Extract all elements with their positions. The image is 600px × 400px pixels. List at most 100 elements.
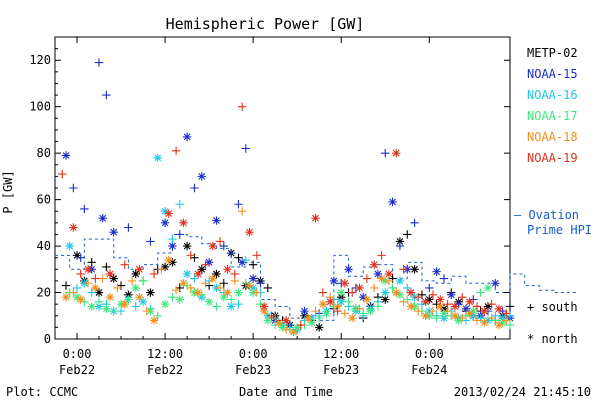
- data-point-south: [241, 144, 251, 153]
- data-point-north: [208, 274, 217, 283]
- data-point-north: [135, 292, 144, 302]
- data-point-south: [69, 288, 78, 297]
- data-point-south: [403, 295, 412, 304]
- data-point-north: [91, 283, 100, 293]
- data-point-north: [245, 281, 254, 290]
- data-point-north: [263, 316, 273, 325]
- y-tick-label: 60: [37, 193, 51, 207]
- data-point-north: [182, 269, 192, 279]
- data-point-north: [105, 292, 115, 302]
- data-point-north: [395, 237, 405, 246]
- y-axis-label: P [GW]: [1, 170, 15, 213]
- data-point-north: [248, 283, 258, 293]
- data-point-north: [153, 153, 162, 162]
- data-point-south: [491, 316, 500, 325]
- data-point-south: [215, 237, 225, 246]
- data-point-south: [219, 241, 228, 251]
- data-point-south: [109, 306, 118, 316]
- data-point-south: [168, 234, 177, 244]
- series-noaa-18: [61, 207, 511, 337]
- data-point-south: [414, 292, 423, 302]
- data-point-north: [87, 302, 96, 311]
- footer-timestamp: 2013/02/24 21:45:10: [454, 385, 591, 399]
- data-point-south: [296, 320, 306, 330]
- x-tick-label-date: Feb22: [59, 363, 95, 377]
- series-noaa-15: [61, 58, 515, 330]
- data-point-north: [182, 132, 192, 142]
- data-point-north: [259, 306, 269, 316]
- data-point-north: [223, 288, 232, 297]
- data-point-north: [94, 288, 104, 297]
- data-point-south: [98, 274, 107, 283]
- y-tick-label: 40: [37, 239, 51, 253]
- data-point-south: [94, 297, 104, 307]
- data-point-north: [436, 302, 445, 311]
- legend-entry-noaa-16: NOAA-16: [527, 88, 578, 102]
- data-point-south: [505, 320, 515, 330]
- data-point-north: [72, 292, 82, 302]
- series-noaa-16: [65, 153, 515, 334]
- data-point-south: [241, 255, 251, 265]
- data-point-north: [395, 276, 405, 286]
- data-point-south: [237, 102, 247, 111]
- x-tick-label-time: 12:00: [147, 347, 183, 361]
- data-point-north: [212, 269, 221, 279]
- data-point-north: [160, 218, 170, 228]
- y-tick-label: 20: [37, 286, 51, 300]
- data-point-north: [289, 327, 298, 337]
- data-point-south: [505, 302, 515, 311]
- data-point-south: [263, 283, 273, 293]
- data-point-north: [303, 313, 313, 323]
- data-point-south: [370, 283, 379, 293]
- data-point-north: [307, 318, 317, 327]
- data-point-south: [234, 299, 243, 309]
- data-point-south: [201, 279, 210, 288]
- data-point-north: [447, 290, 456, 300]
- data-point-south: [175, 200, 184, 209]
- data-point-north: [105, 269, 115, 279]
- data-point-north: [300, 306, 309, 316]
- data-point-north: [94, 302, 104, 311]
- data-point-north: [439, 313, 449, 323]
- data-point-north: [381, 288, 390, 297]
- data-point-north: [65, 241, 74, 251]
- data-point-south: [417, 290, 427, 300]
- data-point-north: [248, 274, 258, 283]
- data-point-south: [157, 265, 166, 274]
- data-point-south: [171, 286, 181, 295]
- data-point-north: [109, 274, 118, 283]
- data-point-south: [476, 313, 485, 323]
- data-point-north: [406, 288, 416, 297]
- data-point-south: [113, 283, 122, 293]
- data-point-north: [421, 297, 430, 307]
- data-point-north: [359, 292, 368, 302]
- data-point-south: [432, 313, 441, 323]
- x-tick-label-time: 0:00: [63, 347, 92, 361]
- data-point-north: [109, 227, 118, 237]
- data-point-south: [355, 304, 364, 313]
- footer-plot-credit: Plot: CCMC: [6, 385, 78, 399]
- data-point-south: [69, 183, 78, 193]
- data-point-south: [311, 306, 320, 316]
- data-point-south: [348, 288, 357, 297]
- data-point-south: [425, 283, 434, 293]
- data-point-north: [197, 172, 206, 181]
- data-point-north: [421, 311, 430, 320]
- data-point-north: [454, 316, 463, 325]
- data-point-north: [164, 209, 173, 218]
- legend-south-symbol: + south: [527, 300, 578, 314]
- data-point-south: [201, 260, 210, 269]
- data-point-south: [76, 253, 85, 262]
- data-point-north: [179, 279, 188, 288]
- data-point-south: [410, 218, 419, 228]
- data-point-south: [190, 253, 199, 262]
- data-point-south: [381, 148, 390, 158]
- data-point-south: [131, 302, 140, 311]
- data-point-south: [230, 269, 239, 279]
- data-point-south: [138, 276, 148, 286]
- data-point-north: [204, 258, 214, 267]
- data-point-north: [281, 316, 291, 325]
- data-point-north: [340, 279, 350, 288]
- data-point-south: [414, 306, 423, 316]
